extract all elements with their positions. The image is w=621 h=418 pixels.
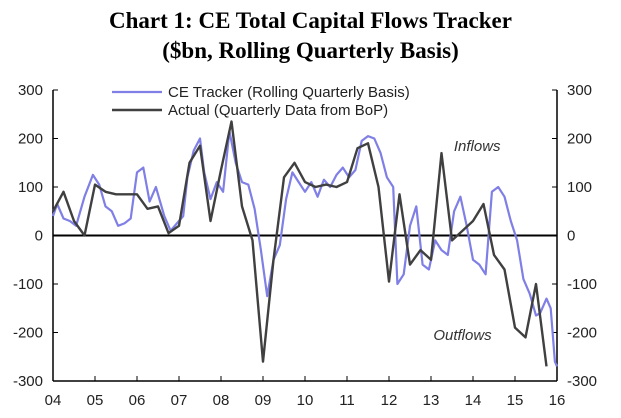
x-tick-label: 11 [339,392,355,409]
series-line-2 [51,120,548,367]
x-tick-label: 12 [381,392,398,409]
y-tick-label: 100 [567,179,592,196]
series-line-1 [51,130,559,367]
annotation-2: Outflows [433,327,492,344]
y-tick-label: 200 [18,131,43,148]
legend-label-2: Actual (Quarterly Data from BoP) [168,102,388,119]
y-axis-right: 300 200 100 0 -100 -200 -300 [552,82,597,390]
x-axis: 04 05 06 07 08 09 10 11 12 13 14 15 16 [45,376,566,409]
chart-title: Chart 1: CE Total Capital Flows Tracker [109,8,512,33]
y-tick-label: 100 [18,179,43,196]
x-tick-label: 04 [45,392,62,409]
y-tick-label: -300 [567,373,597,390]
x-tick-label: 16 [549,392,566,409]
y-tick-label: -200 [13,325,43,342]
x-tick-label: 14 [465,392,482,409]
x-tick-label: 08 [213,392,230,409]
y-tick-label: 0 [35,228,43,245]
series-layer [51,120,559,367]
x-tick-label: 06 [129,392,146,409]
y-tick-label: 300 [18,82,43,99]
x-tick-label: 05 [87,392,104,409]
y-tick-label: 200 [567,131,592,148]
x-tick-label: 09 [255,392,272,409]
y-tick-label: -200 [567,325,597,342]
x-tick-label: 10 [297,392,314,409]
chart-subtitle: ($bn, Rolling Quarterly Basis) [162,38,459,63]
y-axis-left: 300 200 100 0 -100 -200 -300 [13,82,58,390]
legend-label-1: CE Tracker (Rolling Quarterly Basis) [168,84,410,101]
x-tick-label: 15 [507,392,524,409]
legend: CE Tracker (Rolling Quarterly Basis)Actu… [112,84,410,119]
x-tick-label: 13 [423,392,440,409]
y-tick-label: 0 [567,228,575,245]
y-tick-label: -100 [567,276,597,293]
y-tick-label: -100 [13,276,43,293]
annotations: Inflows Outflows [433,138,501,344]
annotation-1: Inflows [454,138,501,155]
y-tick-label: 300 [567,82,592,99]
y-tick-label: -300 [13,373,43,390]
x-tick-label: 07 [171,392,188,409]
